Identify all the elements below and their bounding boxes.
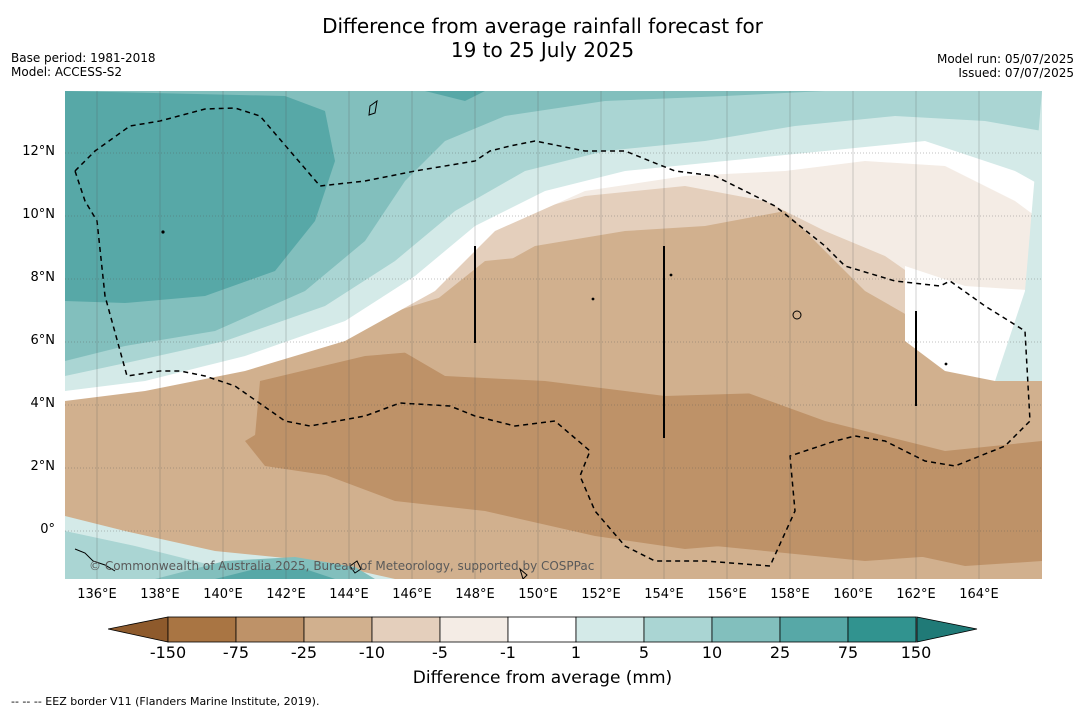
title-line-2: 19 to 25 July 2025 (450, 38, 635, 62)
colorbar-tick-label: 25 (769, 643, 791, 662)
copyright-notice: © Commonwealth of Australia 2025, Bureau… (89, 559, 595, 573)
model-run: Model run: 05/07/2025 (936, 52, 1074, 66)
fill-dry-core (245, 381, 955, 561)
colorbar-cell (303, 616, 373, 643)
meta-left: Base period: 1981-2018 Model: ACCESS-S2 (11, 51, 156, 79)
chart-title: Difference from average rainfall forecas… (0, 14, 1085, 62)
colorbar-tick-label: -75 (222, 643, 250, 662)
colorbar-tick-label: 5 (638, 643, 650, 662)
lon-label: 150°E (518, 587, 558, 602)
lon-label: 146°E (392, 587, 432, 602)
colorbar (108, 616, 978, 643)
lon-label: 162°E (896, 587, 936, 602)
meridians (96, 91, 980, 579)
eez-border (74, 107, 1031, 567)
lon-label: 140°E (203, 587, 243, 602)
colorbar-tick-label: 150 (900, 643, 932, 662)
colorbar-cell (507, 616, 577, 643)
island-dot-icon (161, 230, 165, 234)
island-icon-2 (792, 310, 802, 320)
colorbar-cell (643, 616, 713, 643)
fill-wet-sw4 (215, 569, 335, 579)
issued-date: Issued: 07/07/2025 (958, 66, 1074, 80)
colorbar-cells (167, 616, 917, 643)
lon-label: 142°E (266, 587, 306, 602)
colorbar-tick-label: 10 (701, 643, 723, 662)
meta-right: Model run: 05/07/2025 Issued: 07/07/2025 (937, 52, 1074, 80)
lon-label: 152°E (581, 587, 621, 602)
lat-label-2n: 2°N (30, 459, 56, 474)
colorbar-tick-label: -25 (290, 643, 318, 662)
base-period: Base period: 1981-2018 (11, 51, 156, 65)
lat-label-10n: 10°N (22, 207, 55, 222)
fill-wet-east (995, 91, 1042, 381)
colorbar-cell (235, 616, 305, 643)
colorbar-extend-high (916, 616, 978, 643)
fill-wet-sw3 (155, 557, 375, 579)
lat-label-4n: 4°N (30, 396, 56, 411)
lon-label: 154°E (644, 587, 684, 602)
fill-wet-25b (425, 91, 485, 101)
colorbar-cell (371, 616, 441, 643)
island-chain-icon (74, 548, 116, 572)
lon-label: 136°E (77, 587, 117, 602)
island-dot-icon-3 (669, 273, 673, 277)
colorbar-cell (439, 616, 509, 643)
colorbar-tick-label: 1 (570, 643, 582, 662)
lon-label: 156°E (707, 587, 747, 602)
island-icon-3 (349, 560, 362, 574)
island-icon (368, 99, 378, 116)
colorbar-tick-label: -10 (358, 643, 386, 662)
lat-label-8n: 8°N (30, 270, 56, 285)
title-line-1: Difference from average rainfall forecas… (322, 14, 763, 38)
colorbar-title: Difference from average (mm) (412, 668, 673, 688)
colorbar-extend-low (108, 616, 169, 643)
grid-lines (65, 152, 1042, 532)
colorbar-cell (847, 616, 917, 643)
fill-dry-5b (775, 186, 975, 271)
model-name: Model: ACCESS-S2 (11, 65, 123, 79)
lon-label: 158°E (770, 587, 810, 602)
colorbar-tick-label: 75 (837, 643, 859, 662)
colorbar-cell (575, 616, 645, 643)
island-dot-icon-2 (591, 297, 595, 301)
colorbar-cell (711, 616, 781, 643)
lon-label: 148°E (455, 587, 495, 602)
lat-label-6n: 6°N (30, 333, 56, 348)
map-svg (65, 91, 1042, 579)
colorbar-tick-label: -150 (149, 643, 187, 662)
lon-label: 160°E (833, 587, 873, 602)
footnote: -- -- -- EEZ border V11 (Flanders Marine… (11, 695, 320, 708)
lon-label: 144°E (329, 587, 369, 602)
lon-label: 138°E (140, 587, 180, 602)
lon-label: 164°E (959, 587, 999, 602)
colorbar-tick-label: -1 (500, 643, 516, 662)
island-icon-4 (519, 567, 528, 579)
lat-label-0: 0° (40, 522, 55, 537)
colorbar-cell (167, 616, 237, 643)
colorbar-tick-label: -5 (432, 643, 448, 662)
island-dot-icon-4 (944, 362, 948, 366)
fill-wet-25 (65, 91, 335, 303)
colorbar-cell (779, 616, 849, 643)
rainfall-map (65, 91, 1042, 579)
fill-dry-25b (385, 241, 825, 396)
lat-label-12n: 12°N (22, 144, 55, 159)
